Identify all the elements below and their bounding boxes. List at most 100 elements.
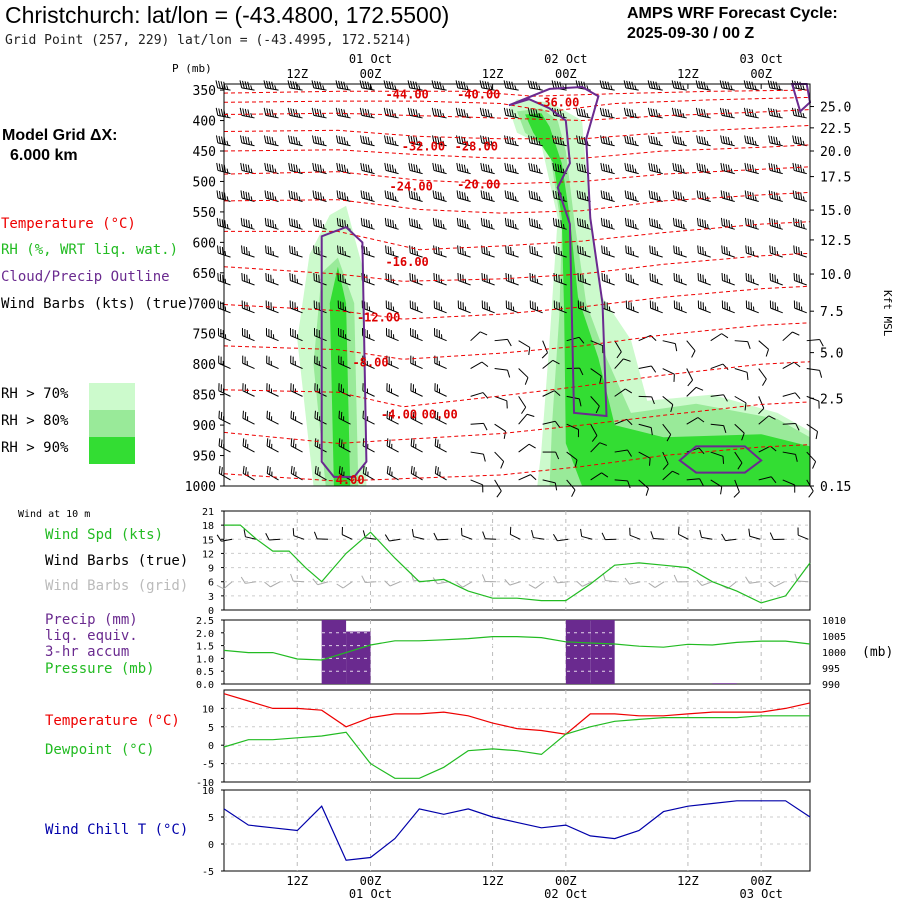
surface-wind-barb-staff [437,538,449,541]
wind-barb-flag [607,109,611,118]
height-tick-label: 25.0 [820,101,851,116]
wind-barb-flag [337,245,339,254]
wind-barb-flag [603,218,606,227]
wind-barb [806,339,824,347]
wind-barb-flag [292,356,294,365]
wind-barb-flag [410,465,413,474]
wind-barb-flag [436,329,438,337]
wind-barb [673,272,687,286]
wind-barb [647,107,663,119]
wind-barb-staff [758,368,767,380]
wind-barb-flag [528,347,531,355]
wind-barb-half-flag [319,443,321,449]
wind-barb [313,245,327,258]
wind-barb-flag [244,411,247,420]
wind-barb-staff [734,340,748,343]
wind-barb-flag [439,164,443,173]
wind-barb-flag [503,431,507,439]
wind-barb-half-flag [418,196,421,201]
wind-barb-flag [319,164,323,173]
wind-barb-flag [316,384,318,392]
grid-wind-barb-staff [223,581,233,590]
wind-barb [590,442,607,453]
wind-barb-half-flag [490,112,493,118]
wind-barb-staff [494,395,508,402]
wind-barb-flag [599,375,602,384]
wind-barb [719,80,735,91]
wind-barb-flag [366,330,368,338]
wind-barb-flag [289,328,292,336]
wind-barb [528,190,543,202]
wind-barb-flag [289,245,291,254]
wind-barb-flag [314,108,317,116]
wind-barb-flag [221,247,224,255]
wind-barb-flag [794,392,801,400]
wind-barb-flag [461,191,464,200]
wind-barb [215,80,231,91]
wind-barb-half-flag [342,360,344,366]
wind-barb-flag [512,192,515,201]
wind-barb-flag [794,108,798,116]
surface-wind-barb-staff [269,538,281,541]
surface-wind-barb-staff [581,535,593,540]
wind-barb-flag [241,300,243,309]
wind-barb-half-flag [346,85,349,90]
wind-barb-flag [533,136,536,145]
wind-barb-flag [678,302,680,311]
wind-barb-flag [536,192,539,201]
wind-barb-staff [710,363,724,370]
wind-barb-half-flag [415,416,417,421]
wind-barb-flag [580,301,582,310]
height-tick-label: 22.5 [820,122,851,137]
wind-barb-flag [748,301,750,310]
wind-barb-staff [686,386,697,397]
wind-barb-flag [390,302,392,311]
wind-barb [470,451,486,462]
wind-barb-flag [366,247,368,255]
wind-barb-flag [578,398,582,407]
wind-barb [806,423,819,440]
model-grid-line1: Model Grid ΔX: [2,127,118,144]
wind-speed-tick-label: 3 [208,592,214,603]
wind-barb [793,272,807,286]
wind-barb-flag [388,356,390,365]
temperature-contour [223,401,811,444]
temperature-contour-label: -44.00 [385,87,428,101]
wind-barb-half-flag [586,196,589,201]
wind-barb [710,333,729,342]
wind-barb-flag [649,272,651,281]
wind-barb-half-flag [271,443,273,449]
wind-barb-staff [782,392,796,397]
wind-barb-flag [648,162,651,171]
wind-barb-flag [243,218,246,227]
wind-barb [266,410,279,425]
wind-barb [494,338,512,347]
temperature-contour-label: -12.00 [357,310,400,324]
wind-barb-flag [386,80,389,89]
wind-barb-flag [482,453,486,462]
wind-barb-flag [362,163,365,172]
wind-barb-flag [435,218,438,227]
wind-barb-flag [434,383,436,391]
wind-barb [263,80,279,91]
wind-barb-half-flag [754,196,757,201]
temperature-contour [223,144,811,159]
wind-barb-flag [314,163,317,172]
wind-barb-flag [268,329,270,337]
wind-barb-flag [628,81,632,89]
rh-key-80-label: RH > 80% [1,413,69,429]
wind-barb [360,135,375,147]
wind-barb [673,245,687,258]
wind-barb-flag [487,137,491,145]
wind-barb-half-flag [296,334,299,339]
surface-wind-barb-staff [389,538,401,542]
wind-barb-flag [364,108,368,117]
surface-wind-barb-flag [531,530,534,538]
wind-barb-staff [710,423,724,427]
wind-barb-flag [384,162,387,171]
surface-wind-barb-flag [384,534,390,542]
wind-barb [505,300,519,314]
rh-region-90 [329,266,351,486]
wind-barb-flag [608,220,611,228]
wind-barb-flag [362,328,364,336]
